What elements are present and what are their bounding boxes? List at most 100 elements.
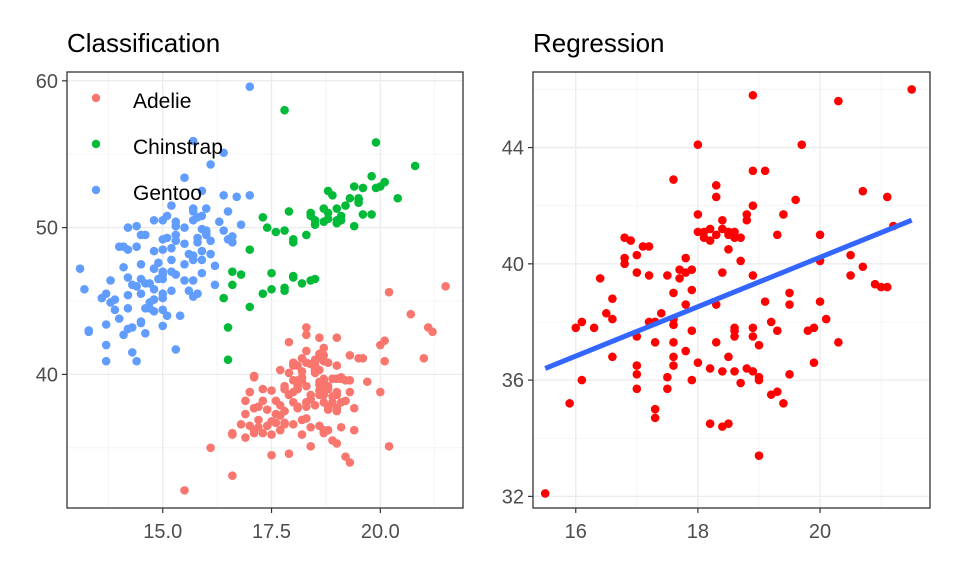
classification-point-adelie (288, 361, 298, 370)
classification-point-gentoo (84, 326, 94, 335)
classification-point-gentoo (136, 289, 146, 298)
classification-point-adelie (302, 330, 311, 340)
classification-point-adelie (315, 333, 324, 343)
classification-point-adelie (284, 449, 294, 458)
classification-point-chinstrap (228, 280, 237, 290)
classification-point-gentoo (127, 348, 137, 357)
classification-point-gentoo (132, 356, 141, 366)
classification-point-gentoo (171, 221, 181, 231)
classification-point-gentoo (158, 235, 168, 244)
regression-point-observation (601, 308, 611, 318)
classification-point-adelie (288, 387, 298, 397)
regression-point-observation (809, 358, 819, 367)
regression-point-observation (663, 372, 672, 382)
regression-point-observation (632, 268, 642, 277)
classification-point-gentoo (197, 246, 207, 256)
regression-point-observation (754, 451, 764, 460)
regression-point-observation (748, 90, 758, 100)
regression-point-observation (773, 387, 782, 397)
regression-point-observation (748, 323, 758, 333)
classification-point-gentoo (123, 290, 133, 300)
regression-point-observation (656, 308, 666, 318)
classification-point-gentoo (175, 311, 185, 320)
classification-point-adelie (384, 442, 394, 451)
classification-point-adelie (336, 422, 346, 432)
regression-point-observation (705, 224, 715, 234)
classification-grid (67, 72, 463, 508)
regression-point-observation (718, 367, 727, 376)
regression-point-observation (785, 300, 794, 309)
classification-point-gentoo (188, 136, 198, 146)
classification-point-adelie (267, 386, 276, 395)
classification-point-adelie (275, 425, 285, 435)
classification-point-adelie (441, 282, 450, 291)
classification-point-adelie (302, 346, 311, 356)
classification-point-adelie (376, 387, 385, 397)
classification-point-adelie (306, 422, 315, 432)
classification-point-chinstrap (349, 221, 359, 231)
classification-point-adelie (380, 356, 389, 366)
regression-point-observation (748, 332, 758, 341)
regression-point-observation (650, 413, 660, 423)
classification-point-chinstrap (358, 210, 368, 219)
classification-point-adelie (297, 367, 307, 376)
classification-point-chinstrap (358, 183, 368, 193)
classification-point-gentoo (114, 314, 124, 323)
classification-point-gentoo (206, 236, 215, 246)
classification-point-adelie (297, 353, 307, 363)
classification-point-gentoo (184, 286, 194, 296)
regression-point-observation (754, 375, 764, 385)
classification-point-adelie (284, 368, 294, 378)
regression-point-observation (797, 140, 807, 149)
classification-point-adelie (228, 428, 237, 438)
regression-point-observation (705, 364, 715, 373)
regression-point-observation (858, 186, 868, 196)
regression-point-observation (571, 323, 581, 333)
classification-point-gentoo (132, 282, 141, 291)
classification-point-gentoo (193, 237, 202, 247)
classification-point-gentoo (149, 215, 159, 225)
regression-point-observation (577, 317, 587, 327)
classification-point-adelie (319, 384, 329, 394)
regression-points (540, 85, 916, 498)
classification-point-adelie (258, 396, 268, 406)
classification-point-gentoo (162, 211, 172, 221)
classification-point-chinstrap (280, 105, 289, 115)
classification-point-gentoo (219, 148, 228, 158)
regression-point-observation (693, 210, 703, 219)
regression-point-observation (846, 271, 855, 280)
regression-point-observation (693, 358, 703, 367)
classification-point-gentoo (123, 273, 133, 282)
regression-point-observation (748, 271, 758, 280)
classification-point-adelie (332, 361, 342, 370)
classification-point-gentoo (80, 284, 89, 294)
regression-point-observation (742, 210, 752, 219)
classification-point-chinstrap (271, 227, 281, 237)
classification-point-gentoo (141, 304, 150, 313)
regression-point-observation (907, 85, 916, 94)
classification-point-adelie (332, 387, 342, 397)
classification-point-adelie (310, 400, 320, 410)
classification-point-gentoo (228, 232, 237, 241)
classification-point-gentoo (171, 230, 181, 240)
classification-point-chinstrap (288, 273, 298, 282)
classification-point-gentoo (245, 191, 255, 200)
classification-point-gentoo (193, 289, 202, 298)
regression-panel-border (532, 71, 931, 509)
classification-point-gentoo (210, 261, 220, 271)
regression-panel: Regression 16 18 20 32 36 40 44 (502, 28, 931, 543)
legend-label-adelie: Adelie (133, 90, 191, 113)
classification-point-gentoo (136, 317, 146, 326)
legend-key-chinstrap (91, 139, 101, 149)
classification-point-gentoo (197, 255, 207, 265)
classification-point-adelie (275, 365, 285, 375)
classification-point-gentoo (75, 264, 85, 274)
classification-point-adelie (328, 398, 337, 407)
classification-y-tick-label: 60 (36, 71, 58, 93)
classification-x-tick-label: 17.5 (252, 521, 291, 543)
classification-point-chinstrap (262, 223, 272, 232)
classification-point-gentoo (158, 245, 168, 254)
classification-point-gentoo (123, 324, 133, 334)
classification-point-gentoo (132, 221, 141, 231)
regression-point-observation (650, 338, 660, 347)
